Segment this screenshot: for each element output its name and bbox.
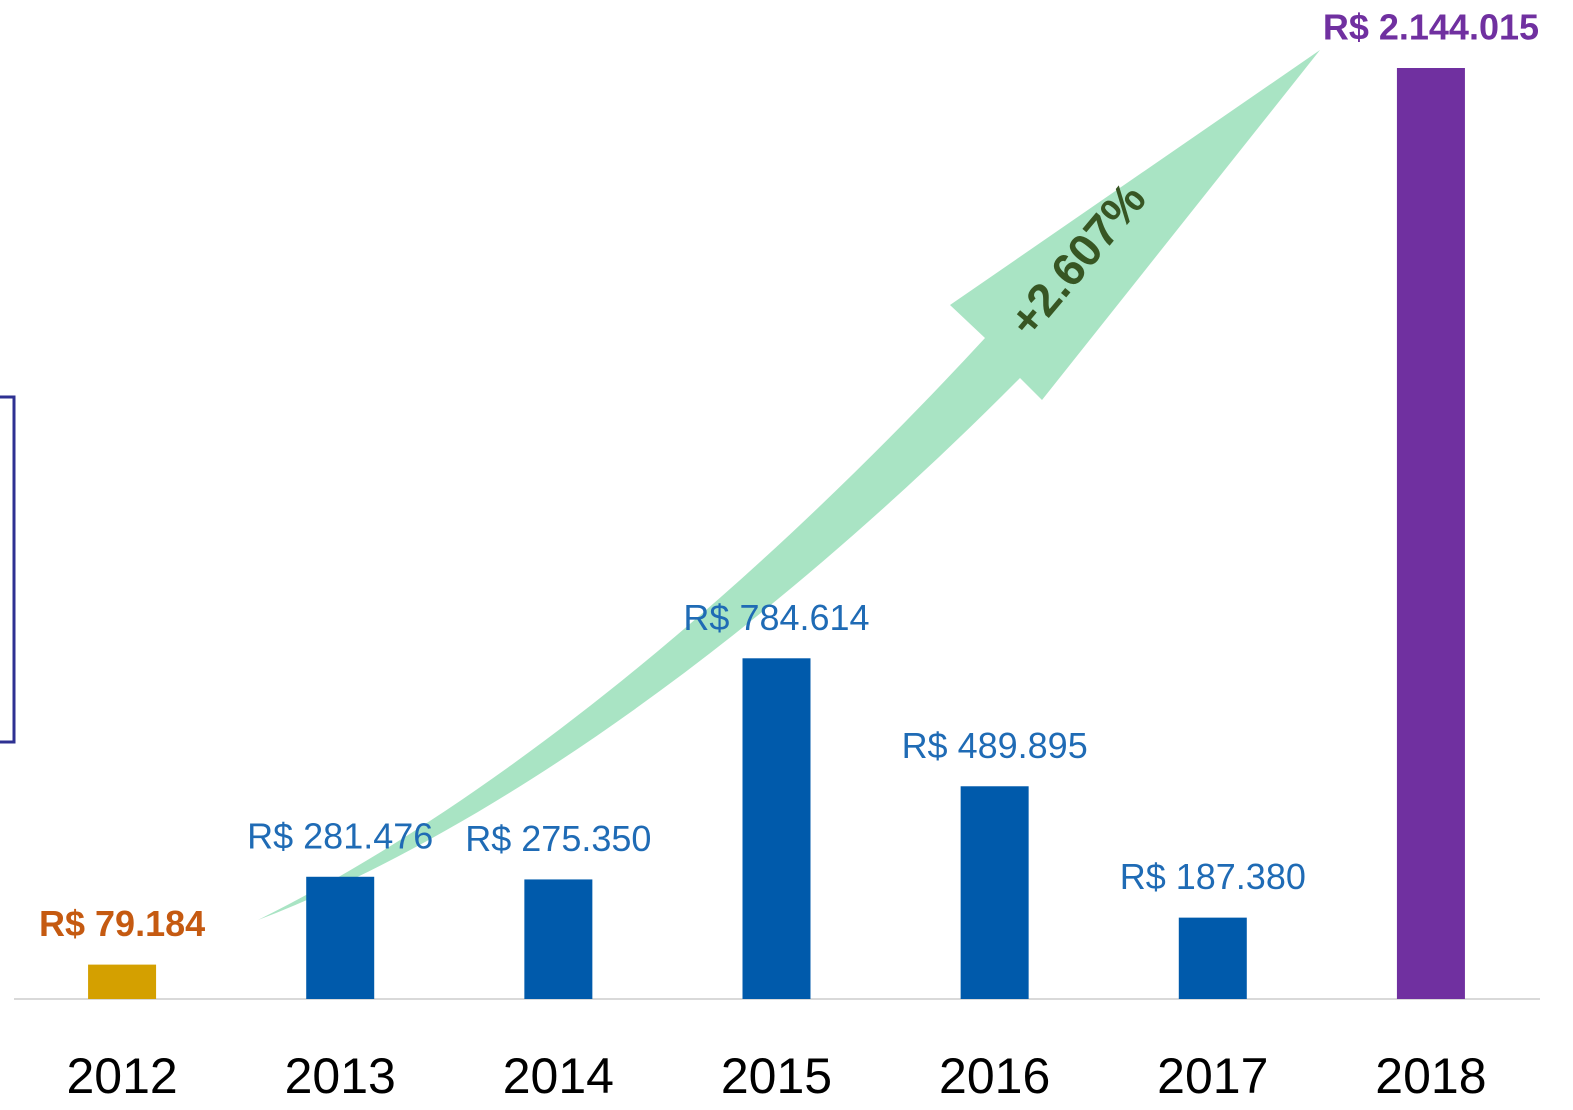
value-label: R$ 187.380 [1120,856,1306,897]
x-tick-label: 2016 [939,1048,1050,1104]
x-tick-label: 2015 [721,1048,832,1104]
x-tick-label: 2012 [66,1048,177,1104]
bar [1396,68,1465,999]
value-label: R$ 784.614 [683,597,869,638]
value-label: R$ 275.350 [465,818,651,859]
x-tick-label: 2018 [1375,1048,1486,1104]
bar [524,879,593,999]
value-label: R$ 281.476 [247,815,433,856]
bracket [0,395,16,744]
x-tick-label: 2013 [285,1048,396,1104]
bar [306,876,375,999]
value-label: R$ 489.895 [902,725,1088,766]
x-tick-label: 2017 [1157,1048,1268,1104]
bar [88,964,157,999]
value-label: R$ 79.184 [39,903,205,944]
value-label: R$ 2.144.015 [1323,7,1539,48]
bar [960,786,1029,999]
growth-arrow [258,50,1320,920]
bar [1178,917,1247,999]
bar [742,658,811,999]
x-tick-label: 2014 [503,1048,614,1104]
